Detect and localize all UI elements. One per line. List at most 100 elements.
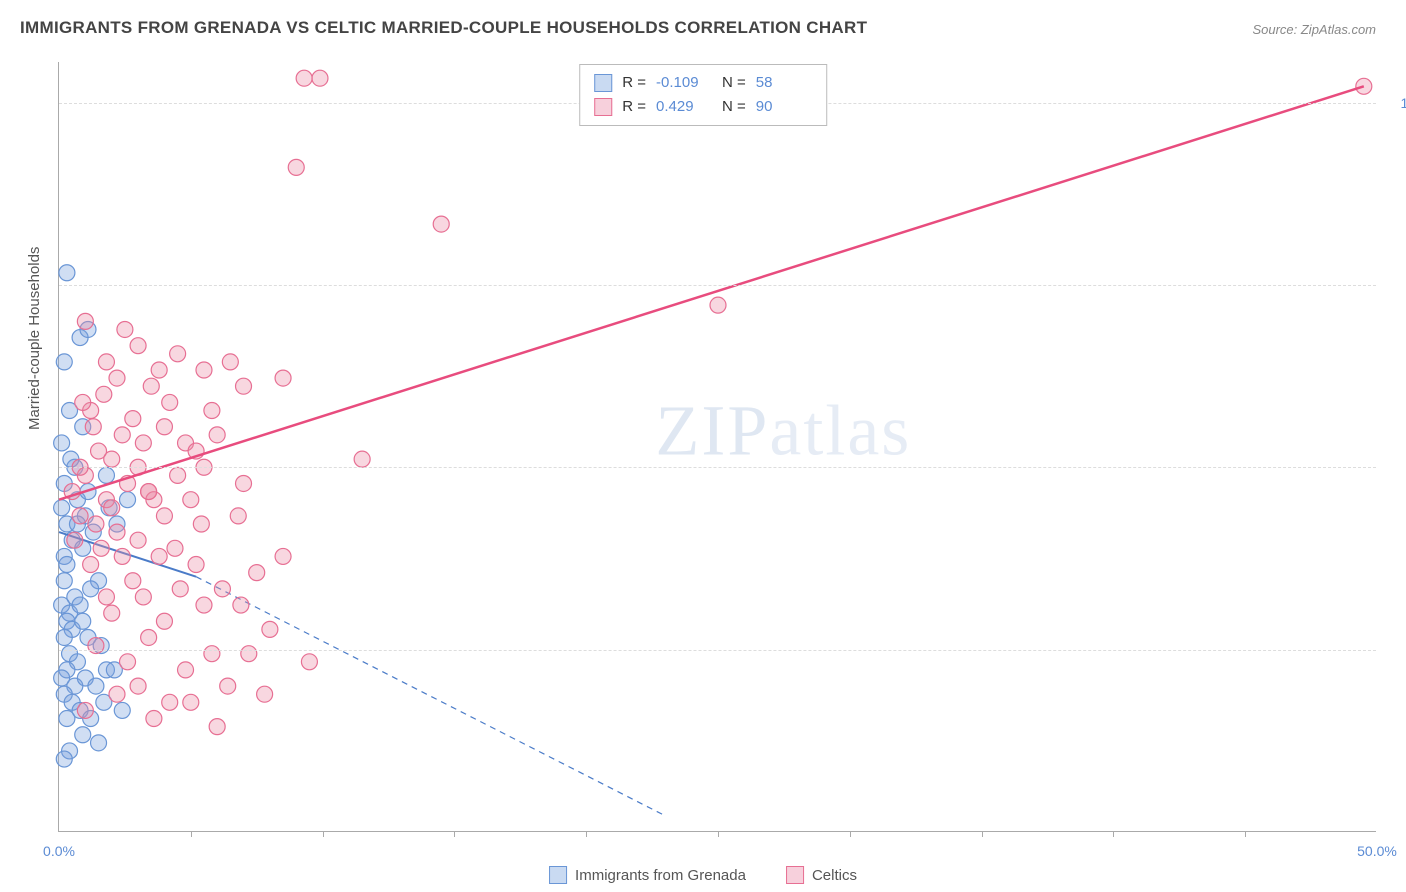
correlation-legend: R =-0.109N =58R =0.429N =90 bbox=[579, 64, 827, 126]
scatter-point bbox=[75, 613, 91, 629]
scatter-point bbox=[209, 719, 225, 735]
scatter-point bbox=[178, 662, 194, 678]
scatter-point bbox=[151, 548, 167, 564]
scatter-point bbox=[135, 589, 151, 605]
scatter-point bbox=[56, 629, 72, 645]
scatter-point bbox=[249, 565, 265, 581]
scatter-point bbox=[143, 378, 159, 394]
scatter-point bbox=[236, 378, 252, 394]
scatter-point bbox=[230, 508, 246, 524]
scatter-point bbox=[130, 678, 146, 694]
y-tick-label: 100.0% bbox=[1388, 95, 1406, 111]
gridline bbox=[59, 285, 1376, 286]
x-tick bbox=[718, 831, 719, 837]
scatter-point bbox=[188, 557, 204, 573]
scatter-point bbox=[710, 297, 726, 313]
scatter-point bbox=[156, 419, 172, 435]
source-attribution: Source: ZipAtlas.com bbox=[1252, 22, 1376, 37]
scatter-point bbox=[109, 524, 125, 540]
scatter-point bbox=[85, 419, 101, 435]
y-axis-label: Married-couple Households bbox=[26, 247, 43, 430]
gridline bbox=[59, 467, 1376, 468]
y-tick-label: 55.0% bbox=[1388, 459, 1406, 475]
scatter-point bbox=[114, 427, 130, 443]
scatter-point bbox=[151, 362, 167, 378]
legend-r-label: R = bbox=[622, 95, 646, 119]
scatter-point bbox=[241, 646, 257, 662]
legend-row: R =0.429N =90 bbox=[594, 95, 812, 119]
x-tick bbox=[1245, 831, 1246, 837]
scatter-point bbox=[236, 475, 252, 491]
scatter-point bbox=[91, 735, 107, 751]
scatter-point bbox=[83, 557, 99, 573]
scatter-point bbox=[104, 605, 120, 621]
scatter-point bbox=[170, 467, 186, 483]
x-tick bbox=[586, 831, 587, 837]
scatter-point bbox=[88, 678, 104, 694]
x-tick bbox=[850, 831, 851, 837]
legend-item: Immigrants from Grenada bbox=[549, 866, 746, 884]
scatter-point bbox=[72, 597, 88, 613]
scatter-point bbox=[275, 370, 291, 386]
scatter-point bbox=[120, 492, 136, 508]
scatter-point bbox=[77, 702, 93, 718]
series-legend: Immigrants from GrenadaCeltics bbox=[549, 866, 857, 884]
legend-row: R =-0.109N =58 bbox=[594, 71, 812, 95]
plot-area: ZIPatlas 32.5%55.0%77.5%100.0%0.0%50.0% bbox=[58, 62, 1376, 832]
x-tick bbox=[982, 831, 983, 837]
scatter-point bbox=[88, 638, 104, 654]
plot-svg bbox=[59, 62, 1376, 831]
legend-swatch bbox=[594, 98, 612, 116]
scatter-point bbox=[433, 216, 449, 232]
scatter-point bbox=[117, 321, 133, 337]
x-tick-label: 0.0% bbox=[43, 843, 75, 859]
scatter-point bbox=[204, 403, 220, 419]
legend-r-label: R = bbox=[622, 71, 646, 95]
x-tick bbox=[323, 831, 324, 837]
chart-container: IMMIGRANTS FROM GRENADA VS CELTIC MARRIE… bbox=[0, 0, 1406, 892]
scatter-point bbox=[167, 540, 183, 556]
x-tick-label: 50.0% bbox=[1357, 843, 1397, 859]
scatter-point bbox=[98, 589, 114, 605]
legend-n-label: N = bbox=[722, 71, 746, 95]
legend-r-value: 0.429 bbox=[656, 95, 712, 119]
scatter-point bbox=[72, 508, 88, 524]
scatter-point bbox=[54, 500, 70, 516]
scatter-point bbox=[93, 540, 109, 556]
legend-label: Immigrants from Grenada bbox=[575, 867, 746, 884]
scatter-point bbox=[125, 411, 141, 427]
scatter-point bbox=[262, 621, 278, 637]
scatter-point bbox=[183, 694, 199, 710]
scatter-point bbox=[312, 70, 328, 86]
scatter-point bbox=[67, 532, 83, 548]
scatter-point bbox=[301, 654, 317, 670]
scatter-point bbox=[109, 686, 125, 702]
x-tick bbox=[454, 831, 455, 837]
y-tick-label: 77.5% bbox=[1388, 277, 1406, 293]
scatter-point bbox=[233, 597, 249, 613]
scatter-point bbox=[56, 354, 72, 370]
scatter-point bbox=[104, 451, 120, 467]
legend-n-label: N = bbox=[722, 95, 746, 119]
scatter-point bbox=[83, 581, 99, 597]
scatter-point bbox=[257, 686, 273, 702]
scatter-point bbox=[1356, 78, 1372, 94]
scatter-point bbox=[114, 702, 130, 718]
scatter-point bbox=[120, 654, 136, 670]
scatter-point bbox=[196, 597, 212, 613]
scatter-point bbox=[214, 581, 230, 597]
scatter-point bbox=[54, 435, 70, 451]
scatter-point bbox=[220, 678, 236, 694]
trend-line bbox=[59, 86, 1364, 499]
legend-swatch bbox=[594, 74, 612, 92]
x-tick bbox=[191, 831, 192, 837]
legend-r-value: -0.109 bbox=[656, 71, 712, 95]
scatter-point bbox=[156, 613, 172, 629]
scatter-point bbox=[96, 386, 112, 402]
scatter-point bbox=[104, 500, 120, 516]
x-tick bbox=[1113, 831, 1114, 837]
scatter-point bbox=[59, 265, 75, 281]
scatter-point bbox=[162, 694, 178, 710]
scatter-point bbox=[141, 629, 157, 645]
scatter-point bbox=[109, 370, 125, 386]
